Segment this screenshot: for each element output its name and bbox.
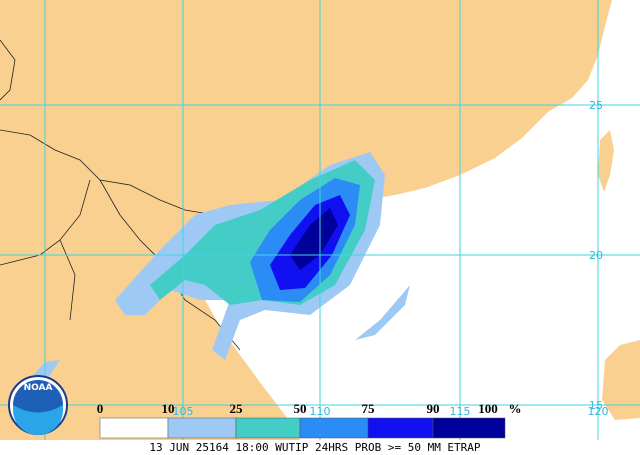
legend-swatch <box>299 417 369 439</box>
lon-label: 110 <box>310 405 331 418</box>
legend-label: 25 <box>230 401 244 416</box>
legend-label: 0 <box>97 401 104 416</box>
legend-swatch <box>235 417 301 439</box>
logo-text: NOAA <box>24 383 53 393</box>
ocean <box>200 0 640 440</box>
logo-wave <box>13 405 63 435</box>
lon-label: 105 <box>173 405 194 418</box>
legend-swatch <box>367 417 434 439</box>
legend-swatch <box>99 417 169 439</box>
legend-label: 75 <box>362 401 376 416</box>
footer-text: 13 JUN 25164 18:00 WUTIP 24HRS PROB >= 5… <box>149 441 481 454</box>
grid: 105 110 115 120 25 20 15 <box>0 0 640 440</box>
lat-label: 25 <box>589 99 603 112</box>
legend-label: 90 <box>427 401 440 416</box>
lat-label: 20 <box>589 249 603 262</box>
legend-label: 50 <box>294 401 307 416</box>
legend-swatch <box>432 417 506 439</box>
logo: NOAA <box>8 375 68 435</box>
legend-swatch <box>167 417 237 439</box>
legend: 0 10 25 50 75 90 100% <box>97 401 522 439</box>
lon-label: 120 <box>588 405 609 418</box>
lon-label: 115 <box>450 405 471 418</box>
border <box>0 39 251 351</box>
island <box>598 130 614 192</box>
legend-label: 10 <box>162 401 175 416</box>
footer-bg <box>0 440 640 455</box>
legend-unit: % <box>509 401 522 416</box>
legend-label: 100 <box>478 401 498 416</box>
lat-label: 15 <box>589 399 603 412</box>
